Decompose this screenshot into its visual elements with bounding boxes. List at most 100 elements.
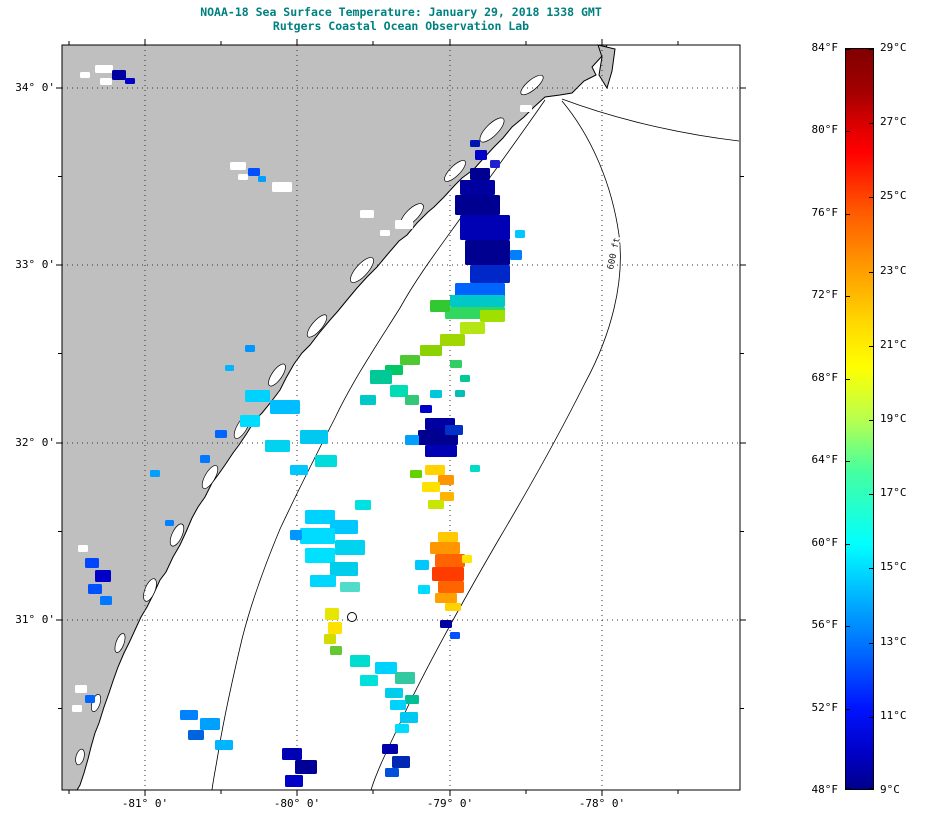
coastal-sound <box>75 748 85 766</box>
sst-patch <box>200 718 220 730</box>
longitude-tick-label: -81° 0' <box>121 797 169 810</box>
sst-patch <box>480 310 505 322</box>
colorbar-fahrenheit-tick-label: 72°F <box>811 288 839 302</box>
colorbar-celsius-tick-label: 17°C <box>880 486 907 500</box>
colorbar-fahrenheit-labels: 84°F 80°F 76°F 72°F 68°F 64°F 60°F 56°F 52°F 48°F <box>795 0 841 817</box>
sst-patch <box>350 655 370 667</box>
sst-patch <box>125 78 135 84</box>
sst-patch <box>95 570 111 582</box>
colorbar-celsius-tick-label: 19°C <box>880 412 907 425</box>
colorbar-fahrenheit-tick-label: 48°F <box>811 783 839 796</box>
colorbar-tick <box>869 271 873 273</box>
sst-patch <box>285 775 303 787</box>
sst-patch <box>324 634 336 644</box>
sst-patch <box>335 540 365 555</box>
colorbar-celsius-tick-label: 25°C <box>880 189 907 203</box>
latitude-tick-label: 34° 0' <box>15 81 55 94</box>
sst-patch <box>200 455 210 463</box>
sst-patch <box>510 250 522 260</box>
colorbar-tick <box>846 626 850 628</box>
longitude-tick-label: -80° 0' <box>273 797 321 810</box>
latitude-axis-labels: 34° 0' 33° 0' 32° 0' 31° 0' <box>0 0 58 817</box>
sst-patch <box>400 355 420 365</box>
colorbar-tick <box>846 378 850 380</box>
coastal-sound <box>520 74 544 96</box>
sst-patch <box>405 435 419 445</box>
colorbar-tick <box>869 788 873 789</box>
sst-patch <box>75 685 87 693</box>
sst-patch <box>445 425 463 435</box>
sst-patch <box>310 575 336 587</box>
colorbar-tick <box>869 642 873 644</box>
sst-patch <box>515 230 525 238</box>
sst-patch <box>405 395 419 405</box>
colorbar-gradient <box>845 48 874 790</box>
coastal-sound <box>114 633 126 653</box>
colorbar-celsius-tick-label: 27°C <box>880 115 907 129</box>
sst-patch <box>180 710 198 720</box>
sst-patch <box>305 548 335 563</box>
sst-patch <box>432 567 464 581</box>
colorbar-fahrenheit-tick-label: 56°F <box>811 618 839 632</box>
sst-patch <box>258 176 266 182</box>
sst-patch <box>425 445 457 457</box>
colorbar-fahrenheit-tick-label: 52°F <box>811 700 839 714</box>
sst-patch <box>380 230 390 236</box>
sst-patch <box>520 105 532 112</box>
coastal-sound <box>268 363 286 387</box>
sst-patch <box>315 455 337 467</box>
sst-patch <box>272 182 292 192</box>
station-marker <box>347 612 357 622</box>
sst-patch <box>375 662 397 674</box>
sst-patch <box>245 390 270 402</box>
colorbar-tick <box>869 123 873 125</box>
sst-patch <box>465 240 510 265</box>
bathymetry-contour <box>561 98 740 142</box>
sst-patch <box>290 530 302 540</box>
sst-patch <box>95 65 113 73</box>
sst-patch <box>428 500 444 509</box>
sst-patch <box>440 334 465 346</box>
colorbar-celsius-tick-label: 11°C <box>880 708 907 722</box>
sst-patch <box>330 520 358 534</box>
colorbar-fahrenheit-tick-label: 60°F <box>811 535 839 549</box>
sst-patch <box>240 415 260 427</box>
sst-patch <box>265 440 290 452</box>
sst-patch <box>360 210 374 218</box>
sst-patch <box>150 470 160 477</box>
coastal-sound <box>143 578 157 602</box>
sst-patch <box>438 532 458 542</box>
sst-patch <box>85 695 95 703</box>
sst-patch <box>405 695 419 704</box>
colorbar-tick <box>869 716 873 718</box>
sst-patch <box>330 562 358 576</box>
sst-patch <box>300 430 328 444</box>
sst-patch <box>395 724 409 733</box>
sst-patch <box>430 390 442 398</box>
map-plot-area: 600 ft <box>56 39 746 796</box>
sst-patch <box>455 283 505 297</box>
sst-patch <box>385 688 403 698</box>
sst-patch <box>305 510 335 524</box>
sst-patch <box>445 603 461 611</box>
sst-patch <box>440 620 452 628</box>
colorbar-tick <box>846 461 850 463</box>
sst-patch <box>430 542 460 554</box>
sst-patch <box>460 180 495 195</box>
sst-patch <box>420 405 432 413</box>
coastal-sound <box>444 160 466 182</box>
colorbar-celsius-tick-label: 23°C <box>880 263 907 277</box>
colorbar-fahrenheit-tick-label: 84°F <box>811 41 839 54</box>
latitude-tick-label: 32° 0' <box>15 436 55 449</box>
sst-patch <box>248 168 260 176</box>
sst-patch <box>415 560 429 570</box>
sst-patch <box>295 760 317 774</box>
sst-patch <box>165 520 174 526</box>
sst-patch <box>100 596 112 605</box>
sst-patch <box>545 115 555 121</box>
coastal-sound <box>169 523 185 547</box>
colorbar-fahrenheit-tick-label: 80°F <box>811 123 839 137</box>
colorbar-celsius-tick-label: 29°C <box>880 41 907 54</box>
coastal-sound <box>479 117 505 143</box>
colorbar-tick <box>869 49 873 50</box>
